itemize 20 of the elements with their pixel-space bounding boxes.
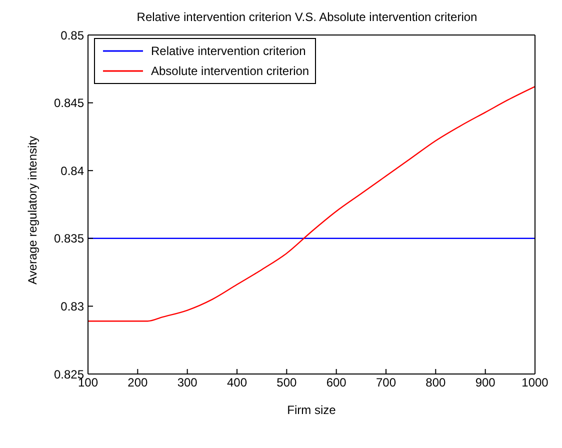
x-tick-label: 900 (475, 376, 496, 390)
x-axis-title: Firm size (287, 403, 336, 417)
y-tick-label: 0.85 (60, 28, 84, 42)
chart-title: Relative intervention criterion V.S. Absolute intervention criterion (136, 10, 478, 24)
y-tick-label: 0.845 (54, 96, 84, 110)
y-axis-title: Average regulatory intensity (25, 136, 40, 284)
x-tick-label: 700 (376, 376, 396, 390)
x-tick-label: 300 (177, 376, 198, 390)
legend-label: Absolute intervention criterion (151, 64, 310, 78)
y-tick-label: 0.835 (54, 232, 84, 246)
y-tick-label: 0.84 (60, 164, 84, 178)
y-tick-label: 0.83 (60, 299, 84, 314)
line-series (88, 86, 535, 322)
x-tick-label: 400 (226, 376, 248, 390)
x-tick-label: 600 (326, 376, 347, 390)
x-tick-label: 1000 (522, 376, 549, 390)
x-tick-label: 800 (426, 376, 446, 390)
x-tick-label: 500 (276, 376, 297, 390)
legend-label: Relative intervention criterion (151, 44, 306, 58)
x-tick-label: 200 (128, 376, 148, 390)
